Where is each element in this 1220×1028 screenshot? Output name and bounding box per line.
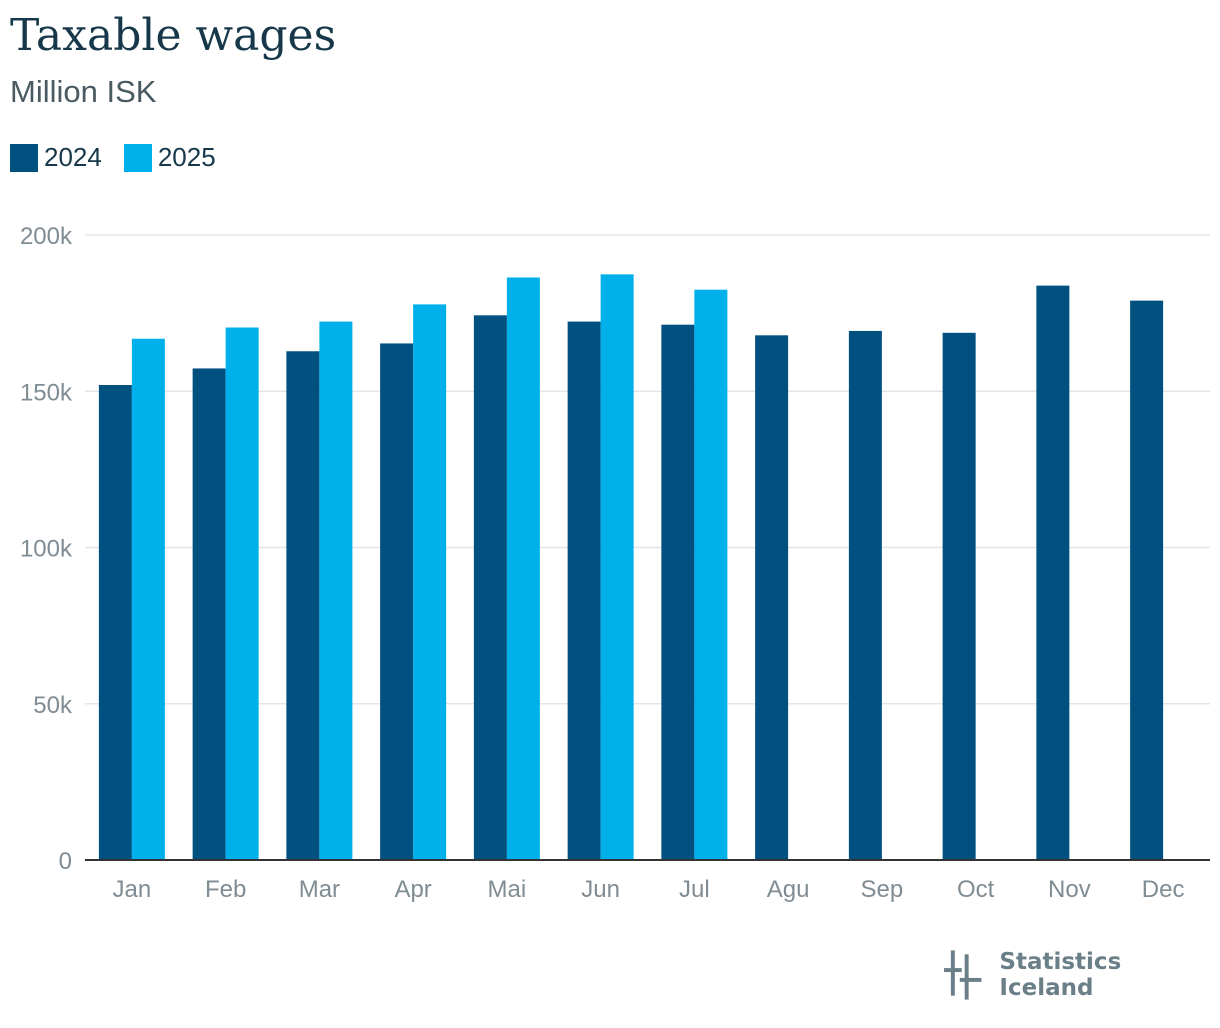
x-tick-label: Sep [861, 876, 904, 903]
y-tick-label: 100k [20, 536, 73, 563]
brand: Statistics Iceland [944, 948, 1220, 1002]
x-tick-label: Dec [1142, 876, 1185, 903]
chart-title: Taxable wages [10, 10, 337, 61]
bar-2024-feb[interactable] [192, 368, 226, 860]
bar-2024-apr[interactable] [380, 343, 414, 860]
x-tick-label: Jan [113, 876, 152, 903]
legend-swatch-2024 [10, 143, 38, 172]
bar-2024-nov[interactable] [1036, 285, 1070, 860]
x-tick-label: Oct [957, 876, 995, 903]
bar-2024-jun[interactable] [567, 321, 601, 860]
x-tick-label: Feb [205, 876, 246, 903]
bar-2025-jul[interactable] [694, 289, 728, 860]
y-tick-label: 50k [33, 692, 73, 719]
bar-chart: 0 50k 100k 150k 200k Jan Feb Mar Apr Mai Jun Jul Agu… [20, 223, 1210, 903]
bar-2024-sep[interactable] [848, 330, 882, 860]
chart-subtitle: Million ISK [10, 74, 157, 109]
y-tick-label: 0 [59, 848, 72, 875]
legend-label-2025: 2025 [157, 142, 216, 172]
bar-2024-mai[interactable] [473, 315, 507, 860]
bar-2025-jun[interactable] [600, 274, 634, 860]
bar-2024-mar[interactable] [286, 351, 320, 860]
bar-2025-mar[interactable] [319, 321, 353, 860]
x-tick-label: Mar [299, 876, 340, 903]
bar-2024-jan[interactable] [98, 385, 132, 860]
bar-2024-agu[interactable] [755, 335, 789, 860]
x-tick-label: Apr [394, 876, 431, 903]
bar-2025-apr[interactable] [413, 304, 447, 860]
y-tick-label: 200k [20, 223, 73, 250]
x-tick-label: Jul [679, 876, 710, 903]
legend: 2024 2025 [10, 142, 216, 173]
x-tick-label: Mai [488, 876, 527, 903]
x-tick-label: Jun [581, 876, 620, 903]
bar-2024-jul[interactable] [661, 324, 695, 860]
bar-2025-feb[interactable] [225, 327, 259, 861]
legend-label-2024: 2024 [44, 142, 102, 172]
brand-name: Statistics Iceland [999, 949, 1122, 1001]
legend-item-2024[interactable]: 2024 [10, 142, 102, 173]
bar-2024-oct[interactable] [942, 332, 976, 860]
y-tick-label: 150k [20, 379, 73, 406]
bar-2025-mai[interactable] [506, 277, 540, 861]
legend-swatch-2025 [123, 143, 152, 172]
bar-2024-dec[interactable] [1130, 300, 1164, 860]
bar-2025-jan[interactable] [131, 338, 165, 860]
x-tick-label: Agu [767, 876, 810, 903]
legend-item-2025[interactable]: 2025 [123, 142, 216, 173]
statistics-iceland-logo-icon [944, 950, 982, 1000]
x-tick-label: Nov [1048, 876, 1091, 903]
